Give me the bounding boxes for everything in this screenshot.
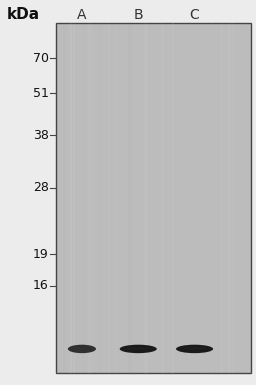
Text: 19: 19 [33,248,49,261]
Text: 51: 51 [33,87,49,100]
Text: C: C [190,8,199,22]
FancyBboxPatch shape [56,23,251,373]
Ellipse shape [68,345,96,353]
Ellipse shape [120,345,157,353]
Text: 70: 70 [33,52,49,65]
Ellipse shape [176,345,213,353]
Text: A: A [77,8,87,22]
Text: B: B [133,8,143,22]
Text: kDa: kDa [6,7,39,22]
Text: 16: 16 [33,280,49,292]
Ellipse shape [183,347,207,350]
Ellipse shape [73,347,91,350]
Ellipse shape [126,347,150,350]
Text: 38: 38 [33,129,49,142]
Text: 28: 28 [33,181,49,194]
